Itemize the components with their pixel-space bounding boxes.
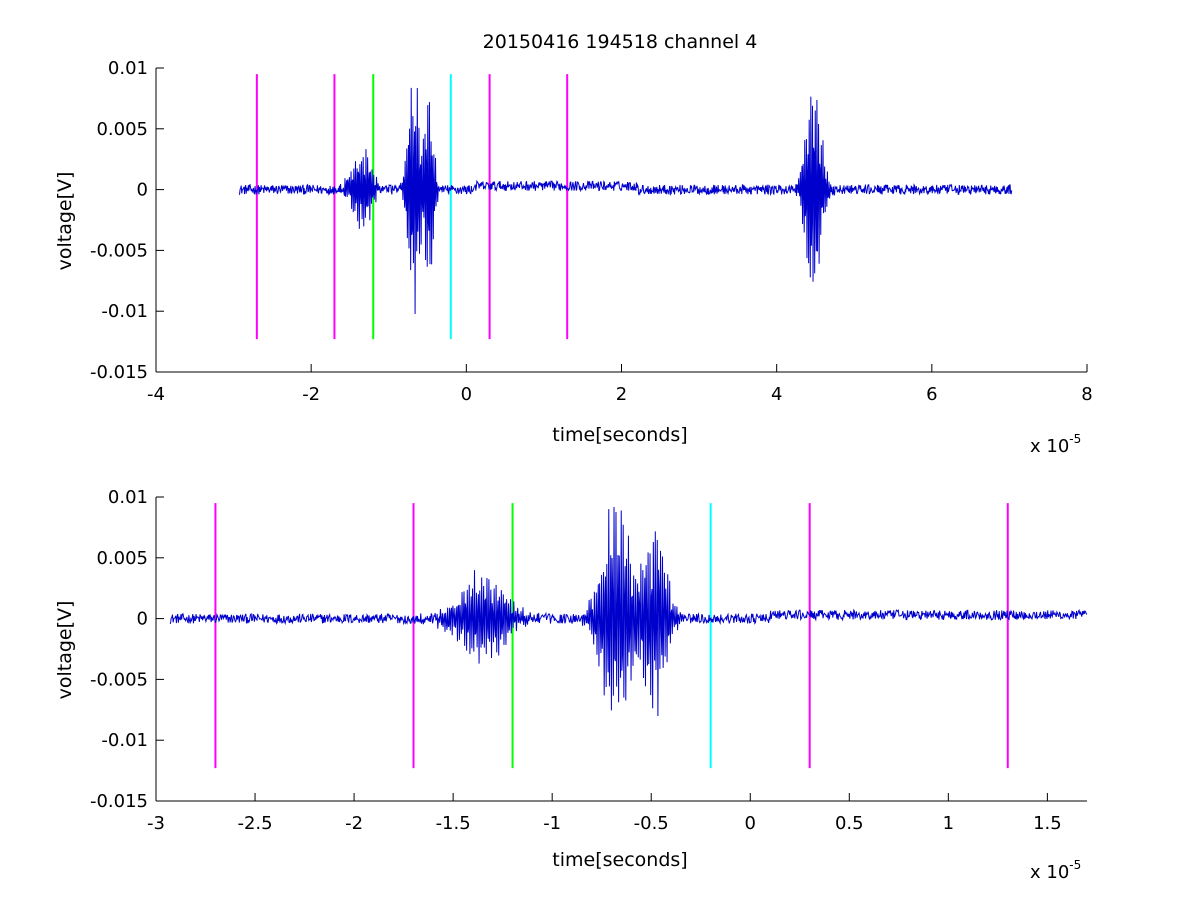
bottom-y-tick-label: -0.005 bbox=[90, 669, 148, 690]
bottom-y-tick-label: 0.005 bbox=[96, 548, 148, 569]
top-x-tick-label: -2 bbox=[302, 384, 320, 405]
top-y-tick-label: 0.005 bbox=[96, 119, 148, 140]
top-axis-lines bbox=[155, 68, 1087, 373]
bottom-x-tick-label: -1 bbox=[543, 813, 561, 834]
bottom-y-tick-label: 0.01 bbox=[108, 487, 148, 508]
bottom-x-tick-label: -0.5 bbox=[634, 813, 669, 834]
top-y-tick-label: -0.015 bbox=[90, 362, 148, 383]
bottom-axis-lines bbox=[155, 497, 1087, 802]
top-subplot: 20150416 194518 channel 4 -4 -2 0 2 4 6 8 0.01 0… bbox=[54, 31, 1093, 457]
bottom-x-tick-label: -2 bbox=[345, 813, 363, 834]
bottom-x-tick-label: 0.5 bbox=[835, 813, 864, 834]
top-x-multiplier: x 10-5 bbox=[1030, 432, 1081, 457]
bottom-signal-line bbox=[169, 507, 1088, 716]
top-y-tick-label: -0.01 bbox=[101, 301, 148, 322]
top-x-axis-label: time[seconds] bbox=[552, 424, 687, 446]
bottom-y-tick-label: 0 bbox=[137, 609, 148, 630]
bottom-x-tick-label: -2.5 bbox=[237, 813, 272, 834]
bottom-x-tick-label: 1.5 bbox=[1033, 813, 1062, 834]
bottom-y-tick-label: -0.015 bbox=[90, 791, 148, 812]
bottom-y-tick-label: -0.01 bbox=[101, 730, 148, 751]
top-x-tick-label: 8 bbox=[1081, 384, 1092, 405]
bottom-x-tick-label: -1.5 bbox=[436, 813, 471, 834]
top-y-tick-label: -0.005 bbox=[90, 240, 148, 261]
chart-title: 20150416 194518 channel 4 bbox=[483, 31, 758, 53]
top-signal-line bbox=[238, 87, 1013, 315]
top-y-tick-label: 0.01 bbox=[108, 58, 148, 79]
bottom-x-tick-label: 1 bbox=[943, 813, 954, 834]
top-markers bbox=[255, 74, 569, 340]
bottom-x-multiplier: x 10-5 bbox=[1030, 858, 1081, 883]
bottom-x-axis-label: time[seconds] bbox=[552, 849, 687, 871]
bottom-subplot: -3 -2.5 -2 -1.5 -1 -0.5 0 0.5 1 1.5 0.01 0.005 0 -0.0… bbox=[54, 487, 1088, 883]
top-x-tick-label: 4 bbox=[771, 384, 782, 405]
bottom-y-axis-label: voltage[V] bbox=[54, 601, 76, 700]
top-x-tick-label: -4 bbox=[147, 384, 165, 405]
top-y-axis-label: voltage[V] bbox=[54, 172, 76, 271]
bottom-ticks: -3 -2.5 -2 -1.5 -1 -0.5 0 0.5 1 1.5 0.01 0.005 0 -0.0… bbox=[90, 487, 1062, 834]
top-x-tick-label: 0 bbox=[461, 384, 472, 405]
top-y-tick-label: 0 bbox=[137, 180, 148, 201]
bottom-markers bbox=[214, 503, 1009, 769]
top-x-tick-label: 2 bbox=[616, 384, 627, 405]
top-ticks: -4 -2 0 2 4 6 8 0.01 0.005 0 -0.005 -0.01 -0.015 bbox=[90, 58, 1093, 405]
top-x-tick-label: 6 bbox=[926, 384, 937, 405]
bottom-x-tick-label: -3 bbox=[147, 813, 165, 834]
bottom-x-tick-label: 0 bbox=[745, 813, 756, 834]
